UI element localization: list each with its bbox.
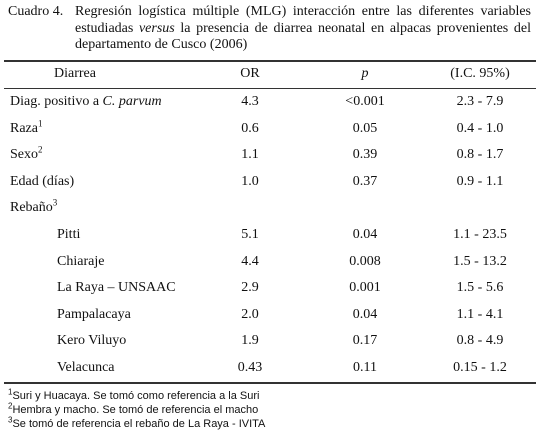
footnote: 2Hembra y macho. Se tomó de referencia e… — [8, 401, 259, 417]
row-label-text: Raza — [10, 120, 38, 136]
row-label-text: Pitti — [57, 227, 81, 242]
caption-text: Regresión logística múltiple (MLG) inter… — [75, 4, 531, 36]
cell: 5.1 — [241, 227, 259, 242]
cell: 0.001 — [349, 280, 381, 296]
row-label-text: Chiaraje — [57, 253, 105, 269]
footnote-mark: 3 — [8, 415, 13, 425]
cell: 1.9 — [241, 333, 259, 349]
header-cell: (I.C. 95%) — [450, 66, 510, 81]
row-label: Raza1 — [10, 117, 43, 137]
row-label-text: Kero Viluyo — [57, 333, 127, 349]
cell: 0.008 — [349, 253, 381, 269]
cell: 0.17 — [352, 333, 378, 349]
row-label-text: Velacunca — [57, 360, 115, 375]
cell: 0.11 — [353, 360, 377, 375]
cell: 4.4 — [241, 253, 259, 269]
cell: 1.1 - 23.5 — [453, 227, 507, 242]
row-label-text: Rebaño — [10, 200, 53, 216]
cell: 0.04 — [352, 306, 378, 322]
rule — [4, 88, 536, 89]
header-cell: p — [361, 66, 369, 81]
cell: 0.8 - 1.7 — [456, 147, 504, 163]
cell: <0.001 — [345, 94, 385, 109]
footnote-ref: 1 — [37, 117, 43, 128]
cell: 1.5 - 5.6 — [456, 280, 504, 296]
cell: 0.8 - 4.9 — [456, 333, 504, 349]
footnote-text: Se tomó de referencia el rebaño de La Ra… — [12, 418, 266, 430]
footnote-text: Hembra y macho. Se tomó de referencia el… — [12, 404, 259, 416]
cell: 1.5 - 13.2 — [453, 253, 507, 269]
row-label: Kero Viluyo — [57, 333, 126, 349]
caption-label: Cuadro 4. — [8, 4, 64, 19]
row-label: Pitti — [57, 227, 80, 243]
footnote-mark: 2 — [8, 401, 13, 411]
footnote-ref: 2 — [38, 144, 43, 155]
row-label: Chiaraje — [57, 254, 104, 270]
row-label: Sexo2 — [10, 144, 43, 163]
cell: 1.1 — [241, 147, 259, 163]
caption-italic: versus — [138, 20, 175, 36]
cell: 0.39 — [352, 147, 378, 163]
caption: Regresión logística múltiple (MLG) inter… — [75, 4, 531, 54]
cell: 0.15 - 1.2 — [453, 360, 507, 375]
row-label-text: Sexo — [10, 147, 38, 163]
row-label: Diag. positivo a C. parvum — [10, 94, 162, 110]
row-label-text: Diag. positivo a — [10, 94, 103, 109]
cell: 4.3 — [241, 94, 259, 109]
header-cell: Diarrea — [54, 66, 96, 81]
cell: 2.0 — [241, 306, 259, 322]
cell: 1.1 - 4.1 — [456, 306, 504, 322]
row-label-text: La Raya – UNSAAC — [57, 280, 176, 296]
caption-text: la presencia de diarrea neonatal en alpa… — [75, 20, 531, 53]
row-label-text: Pampalacaya — [57, 306, 131, 322]
row-label: Pampalacaya — [57, 307, 131, 323]
footnote: 1Suri y Huacaya. Se tomó como referencia… — [8, 387, 260, 403]
row-label: Edad (días) — [10, 174, 74, 190]
row-label: La Raya – UNSAAC — [57, 280, 176, 296]
row-label-text: Edad (días) — [10, 173, 75, 189]
header-cell: OR — [240, 66, 260, 81]
cell: 2.3 - 7.9 — [456, 94, 504, 109]
cell: 0.6 — [241, 120, 259, 136]
cell: 1.0 — [241, 173, 259, 189]
row-label: Velacunca — [57, 360, 115, 376]
cell: 0.05 — [352, 120, 378, 136]
footnote-mark: 1 — [8, 387, 13, 397]
cell: 2.9 — [241, 280, 259, 296]
cell: 0.4 - 1.0 — [456, 120, 504, 136]
cell: 0.43 — [237, 360, 263, 375]
cell: 0.37 — [352, 173, 378, 189]
row-label-italic: C. parvum — [102, 94, 162, 109]
cell: 0.04 — [352, 227, 378, 242]
footnote-text: Suri y Huacaya. Se tomó como referencia … — [12, 390, 260, 402]
footnote: 3Se tomó de referencia el rebaño de La R… — [8, 415, 266, 431]
rule — [4, 60, 536, 62]
footnote-ref: 3 — [52, 197, 58, 208]
cell: 0.9 - 1.1 — [456, 173, 504, 189]
row-label: Rebaño3 — [10, 197, 58, 216]
rule — [4, 382, 536, 384]
